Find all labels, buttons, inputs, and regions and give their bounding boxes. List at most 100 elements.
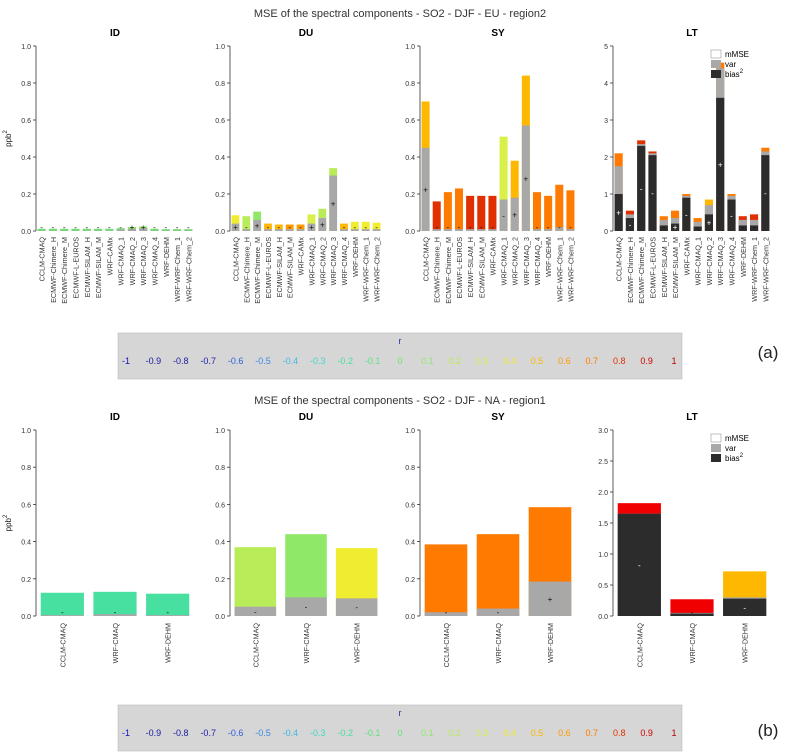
y-tick-label: 1.0 [21, 44, 31, 51]
y-tick-label: 5 [604, 44, 608, 51]
bar-mmse [466, 195, 475, 231]
bar-marker: + [718, 160, 723, 169]
x-tick-label: ECMWF-SILAM_M [286, 237, 295, 298]
bar-mmse [37, 228, 46, 231]
bar-var [231, 223, 240, 231]
y-tick-label: 2.5 [598, 459, 608, 466]
bar-marker: - [61, 608, 64, 617]
x-tick-label: WRF-CAMx [297, 237, 306, 276]
colorbar-tick-label: -0.6 [228, 356, 244, 366]
bar-marker: - [662, 223, 665, 232]
bar-marker: - [355, 603, 358, 612]
y-tick-label: 0.0 [215, 229, 225, 236]
bar-var [329, 175, 338, 231]
bar-marker: + [707, 219, 712, 228]
colorbar-tick-label: 0.8 [613, 728, 626, 738]
y-axis-label: ppb2 [3, 129, 13, 146]
bar-var [566, 229, 575, 231]
y-tick-label: 0.4 [405, 540, 415, 547]
bar-marker: - [638, 561, 641, 570]
bar-mmse [544, 195, 553, 231]
colorbar-tick-label: -0.1 [365, 728, 381, 738]
bar-mmse [60, 228, 69, 231]
bar-marker: - [445, 608, 448, 617]
y-tick-label: 0.6 [215, 118, 225, 125]
colorbar-title: r [399, 336, 402, 346]
x-tick-label: ECMWF-Chimere_H [242, 237, 251, 303]
bar-var [350, 229, 359, 231]
bar-marker: - [305, 603, 308, 612]
bar-marker: - [497, 608, 500, 617]
bar-mmse [94, 228, 103, 231]
x-tick-label: ECMWF-L-EUROS [72, 237, 81, 299]
bar-var [335, 598, 378, 616]
x-tick-label: WRF-CMAQ [494, 623, 503, 664]
bar-var [544, 229, 553, 231]
y-tick-label: 0.0 [598, 614, 608, 621]
bar-var [318, 218, 327, 231]
x-tick-label: WRF-CMAQ_2 [128, 237, 137, 285]
bar-mmse [361, 221, 370, 231]
colorbar-tick-label: 1 [671, 728, 676, 738]
legend-label-mmse: mMSE [725, 434, 749, 443]
bar-mmse [424, 544, 468, 616]
x-tick-label: WRF-CAMx [682, 237, 691, 276]
bar-var [555, 227, 564, 231]
x-tick-label: ECMWF-SILAM_H [83, 237, 92, 297]
colorbar-tick-label: 0.2 [449, 356, 462, 366]
colorbar-tick-label: 0 [397, 356, 402, 366]
y-axis-label: ppb2 [3, 514, 13, 531]
colorbar-tick-label: 0.1 [421, 356, 434, 366]
bar-var [307, 223, 316, 231]
bar-marker: - [375, 223, 378, 232]
x-tick-label: CCLM-CMAQ [38, 237, 47, 282]
bar-mmse [443, 192, 452, 231]
x-tick-label: WRF-DEHM [164, 623, 173, 663]
chart-title: MSE of the spectral components - SO2 - D… [254, 8, 546, 20]
bar-mmse [231, 215, 240, 231]
colorbar-tick-label: 0.3 [476, 728, 489, 738]
bar-bias [625, 218, 634, 231]
bar-var [372, 229, 381, 231]
y-tick-label: 0.4 [21, 155, 31, 162]
x-tick-label: WRF-CMAQ_3 [139, 237, 148, 285]
y-tick-label: 0.8 [215, 81, 225, 88]
colorbar-tick-label: -0.2 [337, 728, 353, 738]
bar-marker: + [512, 210, 517, 219]
x-tick-label: CCLM-CMAQ [615, 237, 624, 282]
bar-mmse [82, 228, 91, 231]
bar-marker: - [691, 608, 694, 617]
bar-marker: - [354, 223, 357, 232]
x-tick-label: WRF-CMAQ_3 [716, 237, 725, 285]
y-tick-label: 0.4 [21, 540, 31, 547]
bar-marker: + [130, 223, 135, 232]
bar-mmse [532, 192, 542, 231]
x-tick-label: CCLM-CMAQ [635, 623, 644, 668]
bar-marker: - [343, 223, 346, 232]
bar-bias [727, 199, 736, 231]
bar-bias [682, 197, 691, 231]
bar-marker: - [267, 223, 270, 232]
y-tick-label: 0.4 [215, 155, 225, 162]
colorbar-title: r [399, 708, 402, 718]
bar-bias [750, 225, 759, 231]
y-tick-label: 0.2 [21, 577, 31, 584]
bar-marker: - [743, 603, 746, 612]
x-tick-label: WRF-CMAQ [688, 623, 697, 664]
bar-mmse [146, 593, 190, 616]
bar-var [285, 597, 327, 616]
colorbar-tick-label: -1 [122, 728, 130, 738]
x-tick-label: ECMWF-Chimere_M [444, 237, 453, 304]
y-tick-label: 2.0 [598, 490, 608, 497]
bar-marker: + [423, 185, 428, 194]
bar-mmse [555, 184, 564, 231]
bar-marker: + [320, 221, 325, 230]
x-tick-label: WRF-DEHM [546, 623, 555, 663]
bar-marker: - [741, 223, 744, 232]
bar-marker: - [536, 223, 539, 232]
bar-var [499, 199, 508, 231]
y-tick-label: 0.4 [405, 155, 415, 162]
bar-mmse [372, 222, 381, 231]
bar-var [93, 614, 137, 616]
